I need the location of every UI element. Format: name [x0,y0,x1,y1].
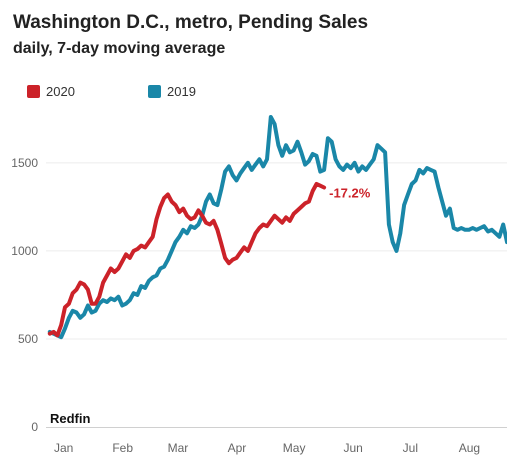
x-tick-label-mar: Mar [168,441,189,455]
legend-item-2020: 2020 [27,83,75,99]
chart-title: Washington D.C., metro, Pending Sales [13,12,369,33]
y-tick-label-0: 0 [31,420,38,434]
legend-swatch-2019 [148,84,161,98]
legend-item-2019: 2019 [148,83,196,99]
x-tick-label-apr: Apr [228,441,247,455]
source-label: Redfin [50,411,91,426]
legend-label-2019: 2019 [167,83,196,99]
annotation-label: -17.2% [329,185,371,200]
series-line-2020 [47,182,327,338]
series-line-2019 [47,115,507,340]
x-tick-label-jun: Jun [343,441,362,455]
legend-label-2020: 2020 [46,83,75,99]
x-tick-label-may: May [283,441,306,455]
chart-subtitle: daily, 7-day moving average [13,40,226,57]
x-tick-label-aug: Aug [459,441,480,455]
x-tick-label-jan: Jan [54,441,73,455]
y-tick-label-1500: 1500 [11,156,38,170]
x-tick-label-feb: Feb [112,441,133,455]
y-tick-label-1000: 1000 [11,244,38,258]
legend-swatch-2020 [27,84,40,98]
x-tick-label-jul: Jul [403,441,418,455]
y-tick-label-500: 500 [18,332,38,346]
